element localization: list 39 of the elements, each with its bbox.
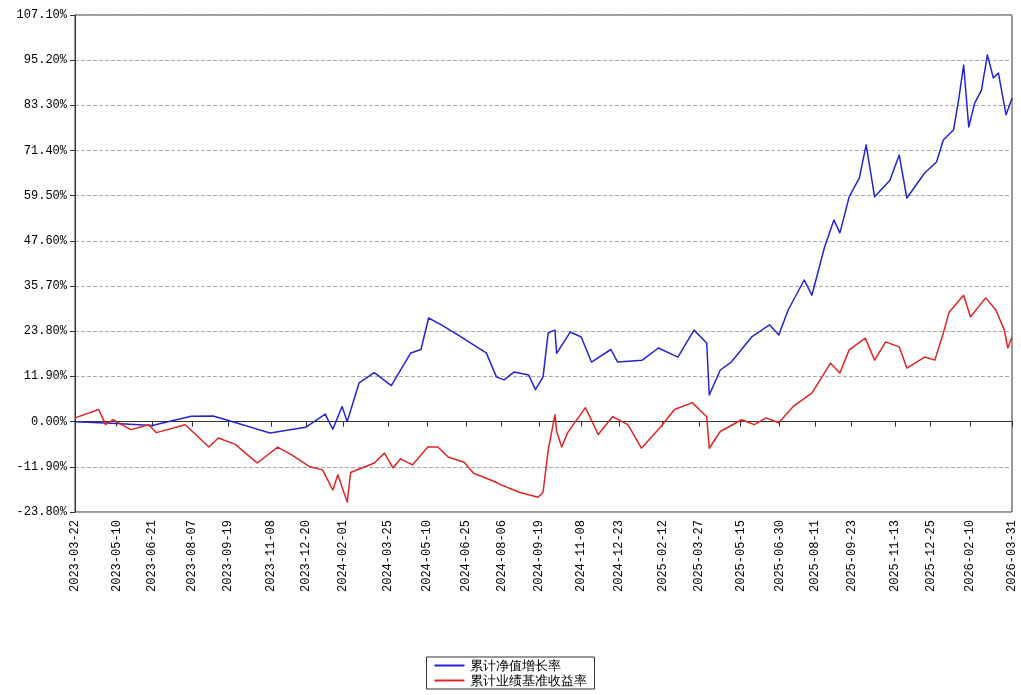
x-tick-label: 2025-02-12	[655, 520, 670, 593]
x-tick-label: 2023-08-07	[185, 520, 200, 593]
y-tick-label: 47.60%	[23, 233, 68, 248]
x-tick-label: 2024-08-06	[494, 520, 509, 593]
x-tick-label: 2024-12-23	[612, 520, 627, 593]
x-tick-label: 2023-11-08	[263, 520, 278, 593]
x-tick-label: 2023-06-21	[145, 520, 160, 593]
y-tick-label: -11.90%	[16, 459, 68, 474]
x-tick-label: 2025-05-15	[733, 520, 748, 593]
y-tick-label: 59.50%	[23, 188, 68, 203]
x-tick-label: 2025-11-13	[887, 520, 902, 593]
x-tick-label: 2024-05-10	[419, 520, 434, 593]
y-tick-label: 107.10%	[16, 8, 68, 22]
x-tick-label: 2024-09-19	[531, 520, 546, 593]
x-tick-label: 2025-06-30	[772, 520, 787, 593]
x-tick-label: 2024-11-08	[574, 520, 589, 593]
y-tick-label: 83.30%	[23, 98, 68, 113]
x-tick-label: 2024-06-25	[458, 520, 473, 593]
y-tick-label: 23.80%	[23, 324, 68, 339]
x-tick-label: 2025-03-27	[692, 520, 707, 593]
x-tick-label: 2026-03-31	[1005, 520, 1019, 593]
y-tick-label: 11.90%	[23, 369, 68, 384]
x-tick-label: 2023-12-20	[299, 520, 314, 593]
legend-label: 累计净值增长率	[469, 658, 561, 673]
y-tick-label: 95.20%	[23, 53, 68, 68]
y-tick-label: 0.00%	[30, 414, 68, 429]
x-tick-label: 2025-09-23	[844, 520, 859, 593]
y-tick-label: 35.70%	[23, 279, 68, 294]
y-tick-label: 71.40%	[23, 143, 68, 158]
x-tick-label: 2024-03-25	[380, 520, 395, 593]
x-tick-label: 2023-05-10	[109, 520, 124, 593]
x-tick-label: 2025-08-11	[808, 520, 823, 593]
legend-label: 累计业绩基准收益率	[469, 673, 587, 688]
x-tick-label: 2023-03-22	[68, 520, 82, 593]
x-tick-label: 2026-02-10	[963, 520, 978, 593]
x-tick-label: 2025-12-25	[923, 520, 938, 593]
y-tick-label: -23.80%	[16, 505, 68, 519]
x-tick-label: 2023-09-19	[221, 520, 236, 593]
x-tick-label: 2024-02-01	[335, 520, 350, 593]
